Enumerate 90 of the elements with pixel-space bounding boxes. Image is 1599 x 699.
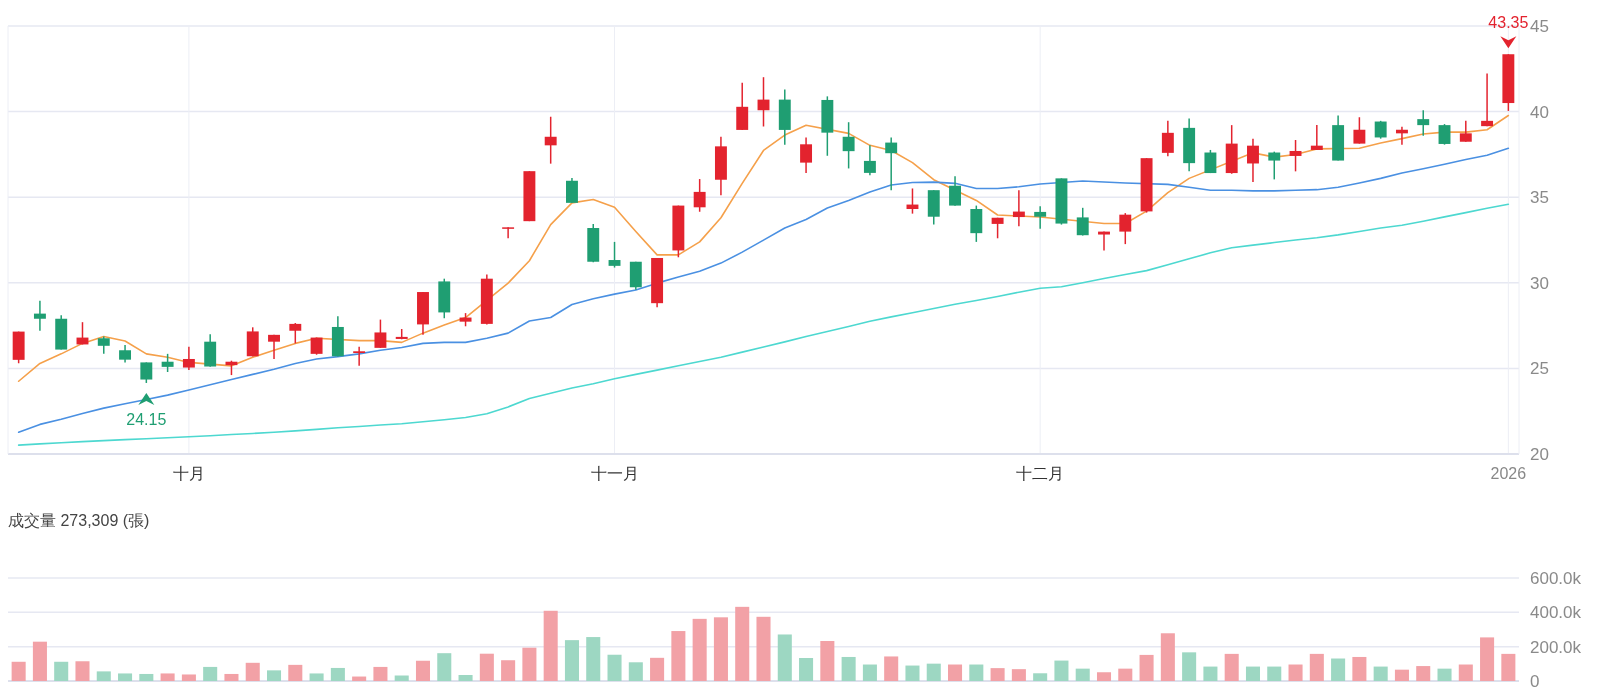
bar xyxy=(1416,666,1431,681)
x-tick-label: 十月 xyxy=(172,465,205,482)
bar xyxy=(373,666,388,681)
y-tick-label: 20 xyxy=(1530,445,1549,464)
annotation: 24.15 xyxy=(126,410,167,428)
bar xyxy=(1011,669,1026,681)
bar xyxy=(969,664,984,681)
bar xyxy=(820,641,835,681)
y-tick-label: 200.0k xyxy=(1530,637,1582,657)
bar xyxy=(458,674,473,681)
bar xyxy=(713,617,728,681)
bar xyxy=(11,661,26,681)
bar xyxy=(394,675,409,681)
bar xyxy=(1160,633,1175,681)
bar xyxy=(1267,666,1282,681)
bar xyxy=(1139,654,1154,681)
bar xyxy=(1118,668,1133,681)
bar xyxy=(288,664,303,681)
x-tick-label: 十二月 xyxy=(1016,465,1065,482)
bar xyxy=(1309,653,1324,681)
bar xyxy=(415,660,431,681)
y-tick-label: 0 xyxy=(1530,672,1540,691)
bar xyxy=(501,660,516,681)
bar xyxy=(522,647,537,681)
y-tick-label: 40 xyxy=(1530,102,1549,122)
bar xyxy=(543,610,558,681)
bar xyxy=(564,640,579,681)
bar xyxy=(96,671,111,681)
bar xyxy=(990,668,1005,681)
bar xyxy=(330,667,345,681)
y-tick-label: 400.0k xyxy=(1530,603,1582,623)
bar xyxy=(267,670,282,681)
bar xyxy=(1437,668,1452,681)
bar xyxy=(884,656,899,681)
bar xyxy=(777,634,792,681)
y-tick-label: 45 xyxy=(1530,17,1549,36)
bar xyxy=(118,673,133,681)
y-tick-label: 35 xyxy=(1530,188,1549,208)
bar xyxy=(1096,672,1112,681)
bar xyxy=(160,673,175,681)
x-tick-label: 十一月 xyxy=(590,465,639,482)
bar xyxy=(1245,666,1261,681)
bar xyxy=(1054,660,1069,681)
bar xyxy=(1033,673,1048,681)
bar xyxy=(1501,653,1516,681)
bar xyxy=(1458,664,1473,681)
y-tick-label: 25 xyxy=(1530,359,1549,379)
bar xyxy=(948,664,963,681)
bar xyxy=(1480,637,1495,681)
bar xyxy=(1394,669,1409,681)
bar xyxy=(75,661,90,681)
bar xyxy=(1331,658,1346,681)
bar xyxy=(735,606,750,681)
bar xyxy=(1224,653,1239,681)
chart-title: 成交量 273,309 (張) xyxy=(8,512,150,529)
y-tick-label: 30 xyxy=(1530,273,1549,293)
bar xyxy=(650,657,665,681)
bar xyxy=(692,618,707,681)
bar xyxy=(1182,652,1197,681)
bar xyxy=(628,662,643,681)
bar xyxy=(1352,656,1367,681)
bar xyxy=(245,662,260,681)
bar xyxy=(1373,666,1388,681)
bar xyxy=(841,656,856,681)
bar xyxy=(1203,666,1218,681)
bar xyxy=(671,631,686,681)
annotation: 43.35 xyxy=(1488,14,1529,32)
x-tick-label: 2026 xyxy=(1490,465,1527,482)
bar xyxy=(799,658,814,681)
bar xyxy=(309,673,324,681)
bar xyxy=(1288,664,1303,681)
bar xyxy=(607,654,622,681)
line-series xyxy=(17,114,1510,383)
bar xyxy=(479,653,494,681)
line-series xyxy=(17,147,1510,434)
bar xyxy=(32,641,47,681)
bar xyxy=(203,666,218,681)
bar xyxy=(54,661,69,681)
bar xyxy=(905,665,920,681)
bar xyxy=(437,653,452,681)
line-series xyxy=(17,203,1510,446)
bar xyxy=(181,674,196,681)
bar xyxy=(139,673,154,681)
bar xyxy=(862,664,877,681)
y-tick-label: 600.0k xyxy=(1530,569,1582,588)
bar xyxy=(756,616,771,681)
bar xyxy=(224,673,239,681)
bar xyxy=(1075,668,1090,681)
bar xyxy=(926,663,941,681)
bar xyxy=(586,637,601,681)
